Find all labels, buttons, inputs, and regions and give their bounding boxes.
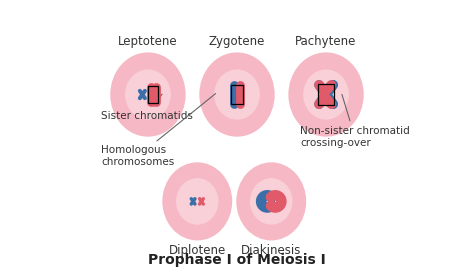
Text: Sister chromatids: Sister chromatids: [101, 94, 193, 121]
Text: Leptotene: Leptotene: [118, 35, 178, 48]
Ellipse shape: [251, 179, 292, 224]
Text: Homologous
chromosomes: Homologous chromosomes: [101, 93, 216, 167]
Ellipse shape: [200, 53, 274, 136]
Text: Prophase I of Meiosis I: Prophase I of Meiosis I: [148, 253, 326, 267]
Text: Diakinesis: Diakinesis: [241, 244, 301, 257]
Text: Diplotene: Diplotene: [169, 244, 226, 257]
Ellipse shape: [177, 179, 218, 224]
Ellipse shape: [215, 70, 259, 119]
Ellipse shape: [111, 53, 185, 136]
Ellipse shape: [163, 163, 231, 240]
Text: Non-sister chromatid
crossing-over: Non-sister chromatid crossing-over: [300, 95, 410, 148]
Ellipse shape: [126, 70, 170, 119]
Bar: [148, 86, 158, 103]
Ellipse shape: [289, 53, 363, 136]
Text: Pachytene: Pachytene: [295, 35, 357, 48]
Ellipse shape: [237, 163, 306, 240]
Bar: [318, 84, 334, 105]
Text: Zygotene: Zygotene: [209, 35, 265, 48]
Ellipse shape: [304, 70, 348, 119]
Bar: [231, 85, 243, 104]
